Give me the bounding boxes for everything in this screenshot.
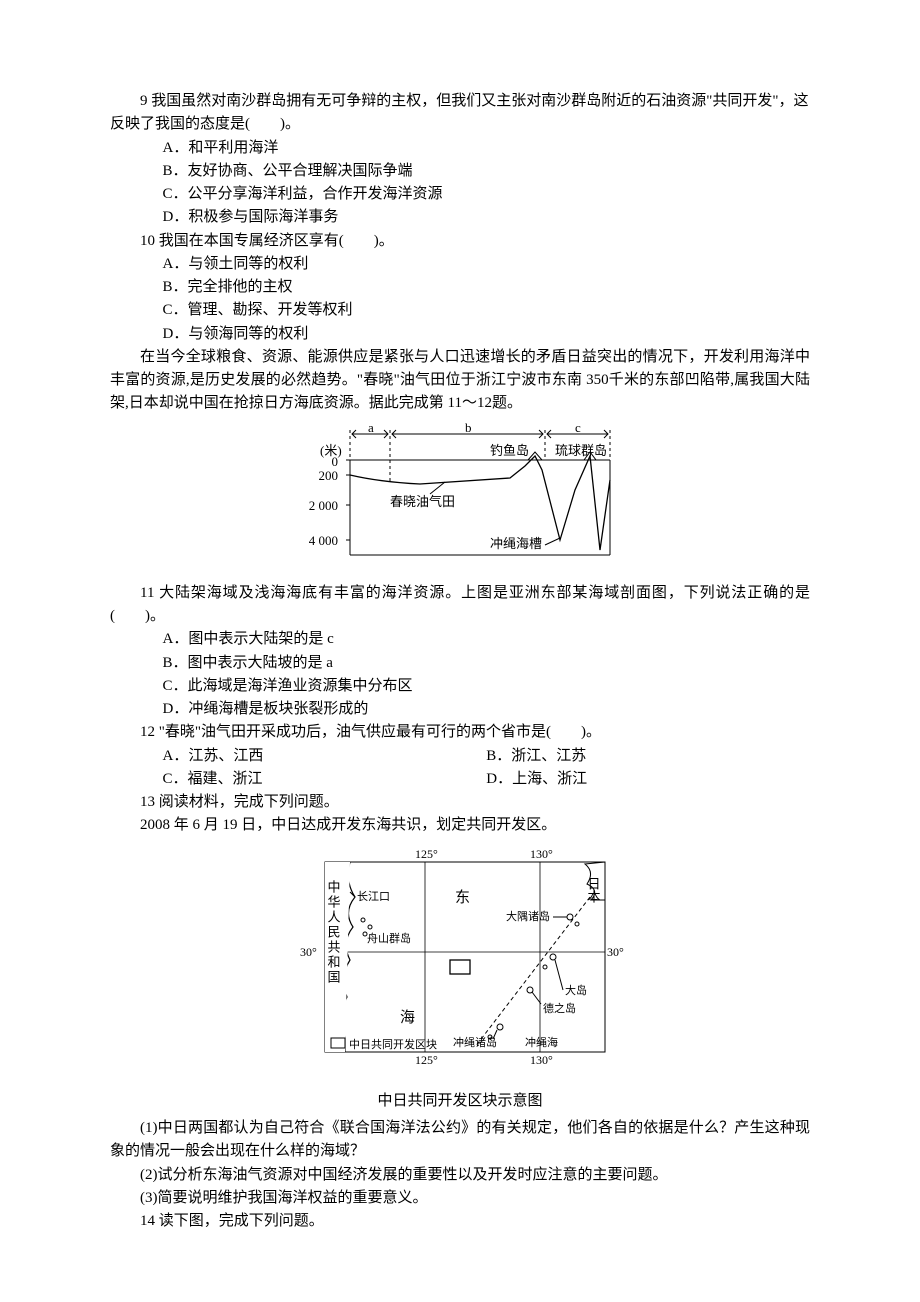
fig1-chunxiao: 春晓油气田 [390, 494, 455, 509]
q10-option-c: C．管理、勘探、开发等权利 [110, 299, 810, 322]
fig2-oshima: 大岛 [565, 983, 587, 997]
fig2-caption: 中日共同开发区块示意图 [110, 1090, 810, 1113]
fig2-lon1-top: 130° [530, 847, 553, 861]
fig1-c: c [575, 420, 581, 435]
figure-2: 125° 130° 125° 130° 30° 30° 中华人民共和国 日本 [110, 842, 810, 1114]
fig2-osumi: 大隅诸岛 [506, 909, 550, 923]
fig1-y2: 2 000 [309, 498, 338, 513]
fig2-lat-r: 30° [607, 945, 624, 959]
q10-option-a: A．与领土同等的权利 [110, 253, 810, 276]
q14-stem: 14 读下图，完成下列问题。 [110, 1210, 810, 1233]
fig1-y0: 0 [332, 454, 339, 469]
fig2-okinawa-sea: 冲绳海 [525, 1035, 558, 1049]
passage-1: 在当今全球粮食、资源、能源供应是紧张与人口迅速增长的矛盾日益突出的情况下，开发利… [110, 346, 810, 416]
q9-stem: 9 我国虽然对南沙群岛拥有无可争辩的主权，但我们又主张对南沙群岛附近的石油资源"… [110, 90, 810, 137]
document-page: 9 我国虽然对南沙群岛拥有无可争辩的主权，但我们又主张对南沙群岛附近的石油资源"… [0, 0, 920, 1293]
q11-option-c: C．此海域是海洋渔业资源集中分布区 [110, 675, 810, 698]
fig2-lon0-top: 125° [415, 847, 438, 861]
fig1-a: a [368, 420, 374, 435]
q12-option-d: D．上海、浙江 [486, 768, 810, 791]
q9-option-d: D．积极参与国际海洋事务 [110, 206, 810, 229]
figure-1: a b c (米) 0 200 2 000 4 000 钓鱼岛 琉球群岛 春晓油… [110, 420, 810, 578]
fig1-y3: 4 000 [309, 533, 338, 548]
q13-sub3: (3)简要说明维护我国海洋权益的重要意义。 [110, 1187, 810, 1210]
q11-option-a: A．图中表示大陆架的是 c [110, 628, 810, 651]
fig2-okinawa-is: 冲绳诸岛 [453, 1035, 497, 1049]
fig2-china: 中华人民共和国 [326, 880, 341, 985]
q12-row-cd: C．福建、浙江 D．上海、浙江 [110, 768, 810, 791]
fig1-liuqiu: 琉球群岛 [555, 443, 607, 458]
q10-stem: 10 我国在本国专属经济区享有( )。 [110, 230, 810, 253]
fig2-lon0-bot: 125° [415, 1053, 438, 1067]
q12-option-b: B．浙江、江苏 [486, 745, 810, 768]
fig2-tokuno: 德之岛 [543, 1001, 576, 1015]
q12-option-a: A．江苏、江西 [163, 745, 487, 768]
fig2-lon1-bot: 130° [530, 1053, 553, 1067]
q13-stem: 13 阅读材料，完成下列问题。 [110, 791, 810, 814]
fig2-donghai-e: 东 [455, 889, 470, 906]
q9-option-a: A．和平利用海洋 [110, 137, 810, 160]
fig1-okinawa: 冲绳海槽 [490, 536, 542, 551]
fig2-lat-l: 30° [300, 945, 317, 959]
fig2-zhoushan: 舟山群岛 [367, 931, 411, 945]
q9-option-b: B．友好协商、公平合理解决国际争端 [110, 160, 810, 183]
q10-option-b: B．完全排他的主权 [110, 276, 810, 299]
q11-stem: 11 大陆架海域及浅海海底有丰富的海洋资源。上图是亚洲东部某海域剖面图，下列说法… [110, 582, 810, 629]
fig2-donghai-s: 海 [400, 1009, 415, 1026]
fig1-diaoyu: 钓鱼岛 [490, 443, 529, 458]
q9-option-c: C．公平分享海洋利益，合作开发海洋资源 [110, 183, 810, 206]
fig1-y1: 200 [319, 468, 339, 483]
q12-row-ab: A．江苏、江西 B．浙江、江苏 [110, 745, 810, 768]
q13-sub2: (2)试分析东海油气资源对中国经济发展的重要性以及开发时应注意的主要问题。 [110, 1164, 810, 1187]
fig2-changjiang: 长江口 [357, 890, 390, 903]
fig2-legend: 中日共同开发区块 [349, 1037, 437, 1051]
q11-option-b: B．图中表示大陆坡的是 a [110, 652, 810, 675]
q13-line2: 2008 年 6 月 19 日，中日达成开发东海共识，划定共同开发区。 [110, 814, 810, 837]
q10-option-d: D．与领海同等的权利 [110, 323, 810, 346]
fig1-b: b [465, 420, 472, 435]
q12-option-c: C．福建、浙江 [163, 768, 487, 791]
q13-sub1: (1)中日两国都认为自己符合《联合国海洋法公约》的有关规定，他们各自的依据是什么… [110, 1117, 810, 1164]
q11-option-d: D．冲绳海槽是板块张裂形成的 [110, 698, 810, 721]
q12-stem: 12 "春晓"油气田开采成功后，油气供应最有可行的两个省市是( )。 [110, 721, 810, 744]
